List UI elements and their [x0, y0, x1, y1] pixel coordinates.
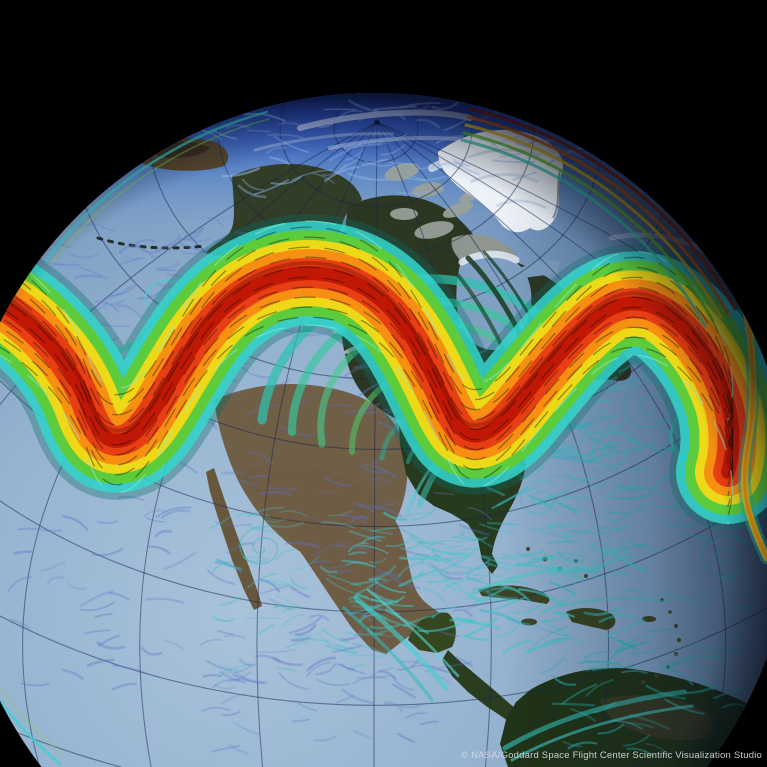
- limb-vignette: [0, 93, 767, 767]
- credit-caption: © NASA/Goddard Space Flight Center Scien…: [461, 750, 762, 761]
